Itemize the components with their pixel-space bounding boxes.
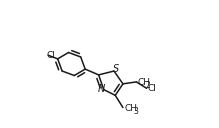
Text: CH: CH	[125, 104, 138, 113]
Text: 2: 2	[146, 81, 150, 90]
Text: Cl: Cl	[47, 51, 56, 60]
Text: N: N	[97, 84, 104, 94]
Text: 3: 3	[133, 107, 138, 116]
Text: Cl: Cl	[148, 84, 157, 93]
Text: CH: CH	[137, 78, 150, 87]
Text: S: S	[113, 64, 119, 74]
